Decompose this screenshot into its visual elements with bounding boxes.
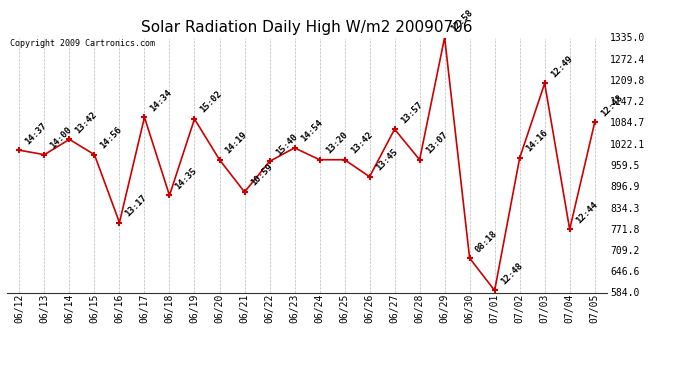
Text: 12:48: 12:48 bbox=[599, 93, 624, 118]
Text: 14:19: 14:19 bbox=[224, 130, 249, 156]
Text: 14:34: 14:34 bbox=[148, 88, 174, 113]
Text: 13:45: 13:45 bbox=[374, 147, 399, 172]
Text: 13:42: 13:42 bbox=[74, 110, 99, 135]
Text: 10:59: 10:59 bbox=[248, 162, 274, 188]
Title: Solar Radiation Daily High W/m2 20090706: Solar Radiation Daily High W/m2 20090706 bbox=[141, 20, 473, 35]
Text: 13:07: 13:07 bbox=[424, 130, 449, 156]
Text: 13:20: 13:20 bbox=[324, 130, 349, 156]
Text: 13:42: 13:42 bbox=[348, 130, 374, 156]
Text: 12:49: 12:49 bbox=[549, 54, 574, 79]
Text: 14:00: 14:00 bbox=[48, 125, 74, 150]
Text: 08:18: 08:18 bbox=[474, 229, 499, 254]
Text: 15:02: 15:02 bbox=[199, 90, 224, 115]
Text: Copyright 2009 Cartronics.com: Copyright 2009 Cartronics.com bbox=[10, 39, 155, 48]
Text: 14:37: 14:37 bbox=[23, 121, 49, 146]
Text: 12:44: 12:44 bbox=[574, 200, 599, 225]
Text: 15:40: 15:40 bbox=[274, 132, 299, 157]
Text: 13:57: 13:57 bbox=[399, 100, 424, 125]
Text: 12:48: 12:48 bbox=[499, 261, 524, 286]
Text: 14:56: 14:56 bbox=[99, 125, 124, 150]
Text: 14:16: 14:16 bbox=[524, 129, 549, 154]
Text: 12:58: 12:58 bbox=[448, 8, 474, 33]
Text: 13:17: 13:17 bbox=[124, 193, 149, 218]
Text: 14:54: 14:54 bbox=[299, 118, 324, 144]
Text: 14:35: 14:35 bbox=[174, 166, 199, 191]
